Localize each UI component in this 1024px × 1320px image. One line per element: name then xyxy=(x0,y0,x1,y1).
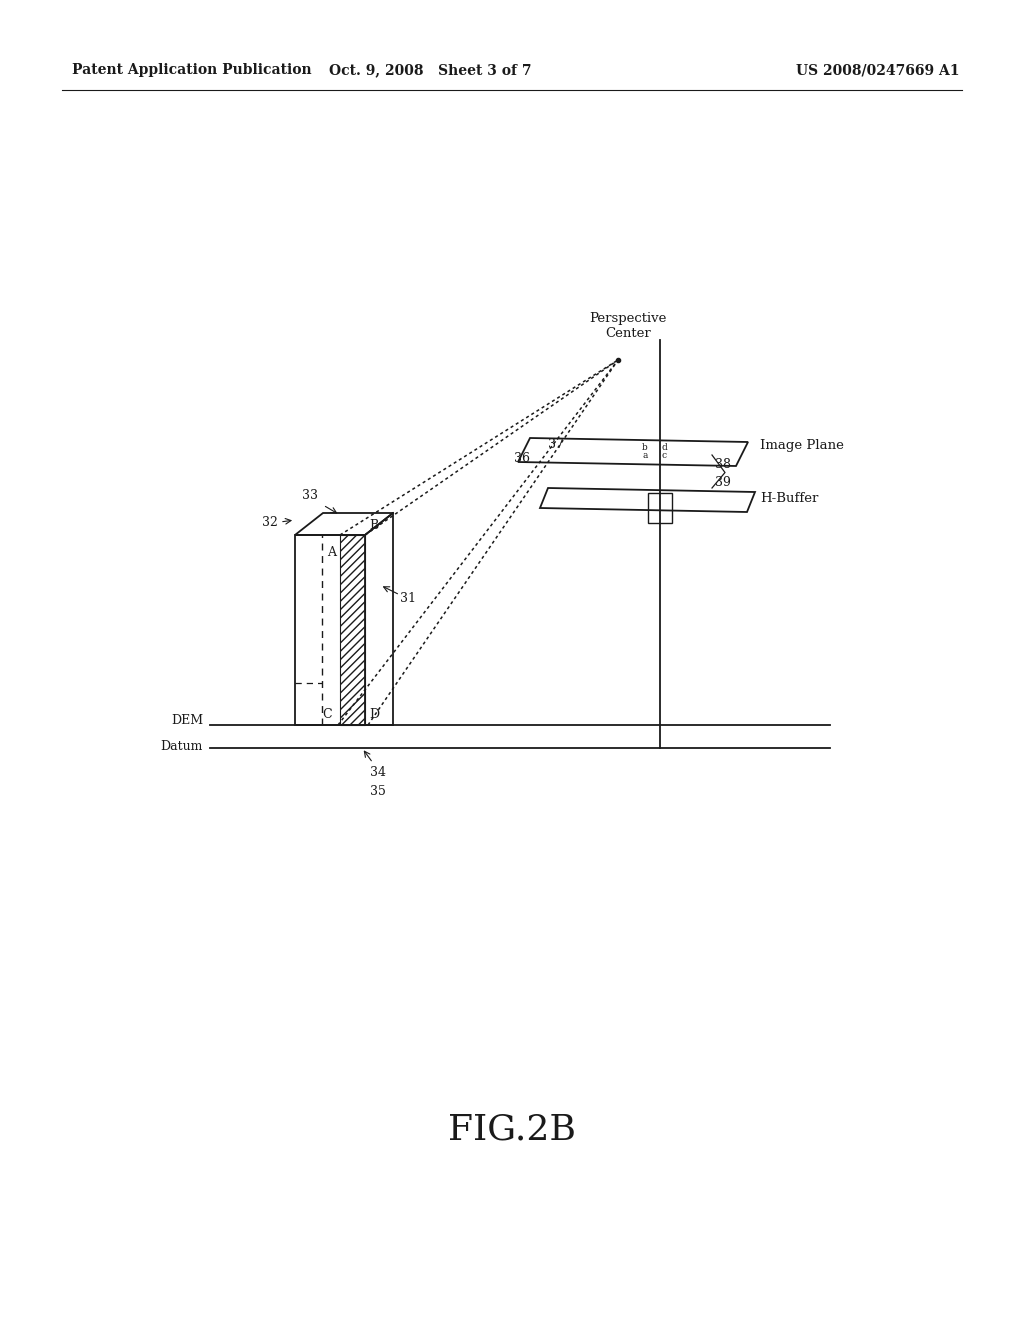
Text: 38: 38 xyxy=(715,458,731,470)
Text: 39: 39 xyxy=(715,475,731,488)
Text: b: b xyxy=(642,444,648,453)
Text: DEM: DEM xyxy=(171,714,203,726)
Text: Oct. 9, 2008   Sheet 3 of 7: Oct. 9, 2008 Sheet 3 of 7 xyxy=(329,63,531,77)
Text: a: a xyxy=(643,451,648,461)
Text: 32: 32 xyxy=(262,516,278,528)
Text: d: d xyxy=(662,444,667,453)
Text: Perspective
Center: Perspective Center xyxy=(590,312,667,341)
Text: 36: 36 xyxy=(514,451,530,465)
Text: c: c xyxy=(662,451,667,461)
Text: 34: 34 xyxy=(370,766,386,779)
Text: 35: 35 xyxy=(370,785,386,799)
Text: Datum: Datum xyxy=(161,739,203,752)
Text: D: D xyxy=(369,708,379,721)
Text: 31: 31 xyxy=(400,591,416,605)
Text: Patent Application Publication: Patent Application Publication xyxy=(72,63,311,77)
Text: B: B xyxy=(369,519,378,532)
Text: Image Plane: Image Plane xyxy=(760,438,844,451)
Text: FIG.2B: FIG.2B xyxy=(449,1113,575,1147)
Text: C: C xyxy=(323,708,332,721)
Text: H-Buffer: H-Buffer xyxy=(760,491,818,504)
Text: A: A xyxy=(328,546,337,560)
Bar xyxy=(648,492,672,523)
Text: 33: 33 xyxy=(302,488,318,502)
Text: 37: 37 xyxy=(548,438,564,451)
Text: US 2008/0247669 A1: US 2008/0247669 A1 xyxy=(797,63,961,77)
